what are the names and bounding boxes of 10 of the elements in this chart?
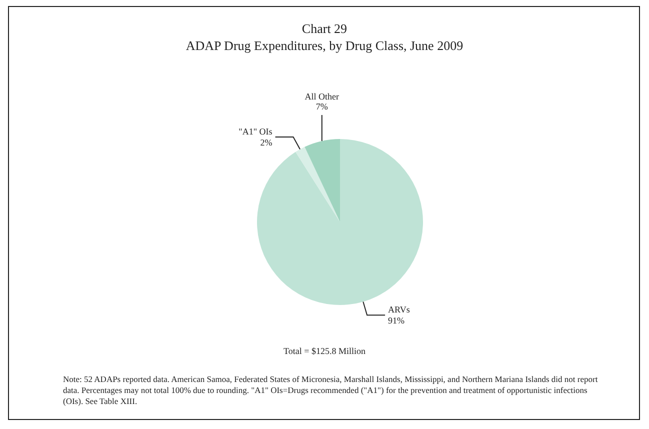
text: Note: 52 ADAPs reported data. American Samoa, Federated States of Micronesia, Marshall Islands, Mississippi, and Northern Mariana Islands did not report data. Percentages may not total 100% due to rounding. "A1" OIs=Drugs recommended ("A1") for the prevention and treatment of opportunistic infections (OIs). See Table XIII.	[63, 374, 599, 407]
slice-label: All Other	[304, 91, 340, 102]
data-label: 91%	[388, 316, 406, 326]
text: Total = $125.8 Million	[282, 346, 366, 356]
chart-subtitle: ADAP Drug Expenditures, by Drug Class, June 2009	[184, 37, 464, 54]
slice-label: ARVs	[388, 304, 410, 315]
data-label: 7%	[316, 101, 328, 112]
slice-label: "A1" OIs	[238, 126, 273, 136]
chart-title: Chart 29	[300, 20, 348, 37]
data-label: 2%	[260, 137, 273, 148]
